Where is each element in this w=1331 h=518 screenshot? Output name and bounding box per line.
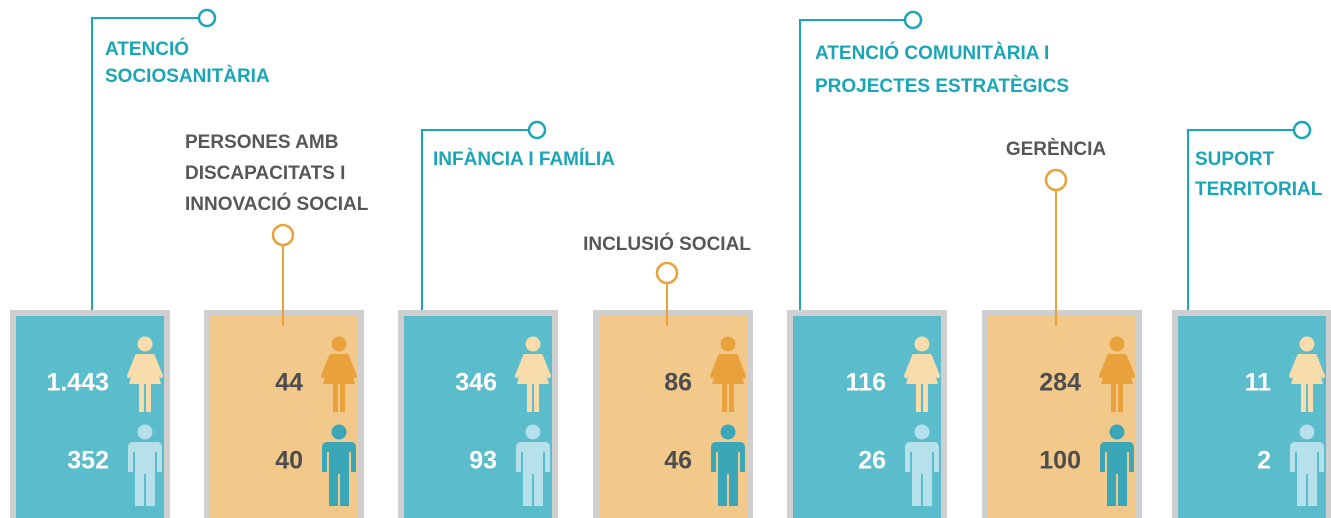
women-count: 346 [455, 369, 497, 397]
woman-arms [127, 354, 163, 378]
man-head [914, 424, 930, 440]
woman-body [517, 354, 549, 412]
man-body [905, 442, 939, 506]
women-count: 284 [1039, 369, 1081, 397]
woman-head [137, 336, 153, 352]
women-count: 86 [664, 369, 692, 397]
area-label: INCLUSIÓ SOCIAL [583, 233, 751, 255]
man-body [322, 442, 356, 506]
woman-body [129, 354, 161, 412]
area-label: SOCIOSANITÀRIA [105, 65, 270, 87]
woman-arms [321, 354, 357, 378]
women-count: 44 [275, 369, 303, 397]
men-count: 26 [858, 447, 886, 475]
man-body [128, 442, 162, 506]
man-head [331, 424, 347, 440]
connector-line [1187, 129, 1294, 310]
area-label: GERÈNCIA [1006, 138, 1107, 160]
men-count: 40 [275, 447, 303, 475]
woman-head [720, 336, 736, 352]
connector-dot [655, 261, 679, 285]
women-count: 116 [846, 369, 886, 397]
woman-arms [1289, 354, 1325, 378]
area-column: SUPORT TERRITORIAL 11 2 [1172, 120, 1331, 518]
women-count: 1.443 [46, 369, 109, 397]
area-column: ATENCIÓ SOCIOSANITÀRIA 1.443 352 [10, 8, 270, 518]
woman-arms [1099, 354, 1135, 378]
connector-dot [271, 223, 295, 247]
woman-head [1299, 336, 1315, 352]
woman-arms [710, 354, 746, 378]
area-column: ATENCIÓ COMUNITÀRIA I PROJECTES ESTRATÈGI… [787, 10, 1069, 518]
man-head [1299, 424, 1315, 440]
man-body [1290, 442, 1324, 506]
connector-dot [903, 10, 923, 30]
man-head [720, 424, 736, 440]
woman-head [331, 336, 347, 352]
man-body [516, 442, 550, 506]
men-count: 100 [1039, 447, 1081, 475]
connector-dot [197, 8, 217, 28]
connector-line [799, 19, 905, 310]
area-label: DISCAPACITATS I [185, 163, 345, 184]
area-label: PROJECTES ESTRATÈGICS [815, 75, 1069, 97]
women-count: 11 [1245, 369, 1272, 397]
man-body [711, 442, 745, 506]
connector-dot [1044, 168, 1068, 192]
woman-arms [904, 354, 940, 378]
area-label: ATENCIÓ COMUNITÀRIA I [815, 42, 1049, 64]
area-column: GERÈNCIA 284 100 [982, 138, 1142, 518]
woman-body [1101, 354, 1133, 412]
connector-line [91, 17, 199, 310]
area-label: PERSONES AMB [185, 132, 338, 153]
woman-arms [515, 354, 551, 378]
woman-body [712, 354, 744, 412]
men-count: 93 [469, 447, 497, 475]
woman-body [906, 354, 938, 412]
area-label: SUPORT [1195, 149, 1275, 170]
men-count: 46 [664, 447, 692, 475]
connector-dot [1292, 120, 1312, 140]
area-label: ATENCIÓ [105, 38, 189, 60]
woman-head [525, 336, 541, 352]
man-head [137, 424, 153, 440]
woman-head [914, 336, 930, 352]
area-column: PERSONES AMB DISCAPACITATS I INNOVACIÓ SOC… [185, 132, 369, 518]
woman-head [1109, 336, 1125, 352]
area-column: INFÀNCIA I FAMÍLIA 346 93 [398, 120, 615, 518]
woman-body [323, 354, 355, 412]
man-body [1100, 442, 1134, 506]
area-column: INCLUSIÓ SOCIAL 86 46 [583, 233, 753, 518]
men-count: 2 [1257, 447, 1271, 475]
men-count: 352 [67, 447, 109, 475]
connector-line [421, 129, 529, 310]
area-label: INFÀNCIA I FAMÍLIA [433, 148, 615, 170]
man-head [525, 424, 541, 440]
man-head [1109, 424, 1125, 440]
area-label: TERRITORIAL [1195, 179, 1323, 200]
woman-body [1291, 354, 1323, 412]
area-label: INNOVACIÓ SOCIAL [185, 193, 369, 215]
connector-dot [527, 120, 547, 140]
